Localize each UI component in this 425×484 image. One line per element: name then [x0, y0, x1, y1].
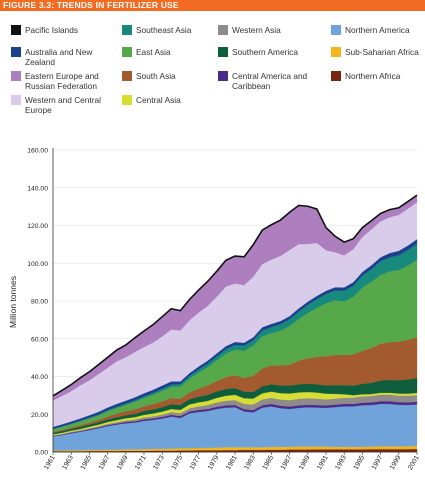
x-tick-label: 1981	[225, 454, 239, 471]
legend-label-line: South Asia	[136, 71, 176, 81]
x-tick-label: 1977	[189, 454, 203, 471]
legend-label-line: Central America and	[232, 71, 308, 81]
y-tick-label: 60.00	[31, 336, 48, 343]
legend-label-line: Pacific Islands	[25, 25, 78, 35]
legend-label-western-and-central-europe: Western and Central Europe	[25, 95, 101, 115]
total-outline	[52, 194, 418, 397]
x-tick-label: 1987	[280, 454, 294, 471]
legend-swatch-australia-and-new-zealand	[11, 47, 21, 57]
legend-swatch-western-and-central-europe	[11, 95, 21, 105]
legend-swatch-east-asia	[122, 47, 132, 57]
legend-swatch-central-america-and-caribbean	[218, 71, 228, 81]
y-tick-label: 40.00	[31, 374, 48, 381]
legend-swatch-southern-america	[218, 47, 228, 57]
x-tick-label: 1995	[353, 454, 367, 471]
x-tick-label: 1983	[243, 454, 257, 471]
x-tick-label: 1991	[316, 454, 330, 471]
legend-label-northern-africa: Northern Africa	[345, 71, 401, 81]
x-tick-label: 1997	[371, 454, 385, 471]
y-axis-title: Million tonnes	[8, 276, 18, 328]
y-tick-label: 20.00	[31, 412, 48, 419]
legend-swatch-western-asia	[218, 25, 228, 35]
legend-label-northern-america: Northern America	[345, 25, 410, 35]
area-layers	[52, 194, 418, 453]
legend-label-australia-and-new-zealand: Australia and New Zealand	[25, 47, 93, 67]
legend-swatch-central-asia	[122, 95, 132, 105]
y-tick-label: 120.00	[27, 223, 48, 230]
x-tick-label: 1973	[152, 454, 166, 471]
x-tick-label: 1989	[298, 454, 312, 471]
legend-swatch-southeast-asia	[122, 25, 132, 35]
legend-label-line: Northern Africa	[345, 71, 401, 81]
legend-swatch-northern-america	[331, 25, 341, 35]
figure-title: FIGURE 3.3: TRENDS IN FERTILIZER USE	[3, 0, 179, 10]
y-tick-label: 140.00	[27, 185, 48, 192]
legend-swatch-sub-saharian-africa	[331, 47, 341, 57]
legend-label-line: Southern America	[232, 47, 298, 57]
y-tick-label: 160.00	[27, 148, 48, 155]
y-tick-label: 0.00	[35, 450, 48, 457]
x-tick-label: 1965	[80, 454, 94, 471]
x-tick-label: 1975	[171, 454, 185, 471]
legend-label-central-asia: Central Asia	[136, 95, 181, 105]
x-tick-label: 1979	[207, 454, 221, 471]
y-tick-label: 100.00	[27, 261, 48, 268]
legend-swatch-pacific-islands	[11, 25, 21, 35]
legend-label-south-asia: South Asia	[136, 71, 176, 81]
x-tick-label: 1961	[43, 454, 57, 471]
legend-label-eastern-europe-and-russian-federation: Eastern Europe and Russian Federation	[25, 71, 99, 91]
legend-label-line: Europe	[25, 105, 52, 115]
legend-label-line: Caribbean	[232, 81, 271, 91]
x-tick-label: 1971	[134, 454, 148, 471]
y-tick-label: 80.00	[31, 299, 48, 306]
figure-header-bar: FIGURE 3.3: TRENDS IN FERTILIZER USE	[0, 0, 425, 11]
legend-label-line: Central Asia	[136, 95, 181, 105]
legend-label-line: Western and Central	[25, 95, 101, 105]
legend-label-line: Western Asia	[232, 25, 281, 35]
legend: Pacific Islands Southeast Asia Western Asi…	[11, 25, 419, 115]
legend-label-pacific-islands: Pacific Islands	[25, 25, 78, 35]
legend-label-line: Northern America	[345, 25, 410, 35]
legend-label-line: Australia and New	[25, 47, 93, 57]
legend-label-line: Zealand	[25, 57, 55, 67]
legend-label-western-asia: Western Asia	[232, 25, 281, 35]
legend-label-southern-america: Southern America	[232, 47, 298, 57]
legend-label-line: Eastern Europe and	[25, 71, 99, 81]
legend-swatch-northern-africa	[331, 71, 341, 81]
x-tick-label: 1969	[116, 454, 130, 471]
legend-label-line: Sub-Saharian Africa	[345, 47, 419, 57]
legend-swatch-eastern-europe-and-russian-federation	[11, 71, 21, 81]
legend-label-southeast-asia: Southeast Asia	[136, 25, 192, 35]
legend-label-central-america-and-caribbean: Central America and Caribbean	[232, 71, 308, 91]
x-tick-label: 1963	[61, 454, 75, 471]
legend-swatch-south-asia	[122, 71, 132, 81]
legend-label-line: Southeast Asia	[136, 25, 192, 35]
legend-label-line: East Asia	[136, 47, 171, 57]
legend-label-sub-saharian-africa: Sub-Saharian Africa	[345, 47, 419, 57]
x-tick-label: 1985	[262, 454, 276, 471]
x-tick-label: 1999	[389, 454, 403, 471]
x-tick-label: 2001	[407, 454, 421, 471]
legend-label-east-asia: East Asia	[136, 47, 171, 57]
x-tick-label: 1993	[334, 454, 348, 471]
x-tick-label: 1967	[98, 454, 112, 471]
legend-label-line: Russian Federation	[25, 81, 97, 91]
